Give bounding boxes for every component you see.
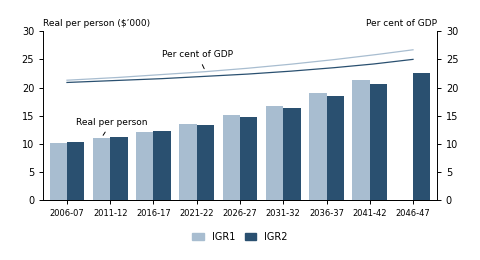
Bar [93, 138, 110, 200]
Text: Real per person: Real per person [76, 118, 147, 135]
Text: Per cent of GDP: Per cent of GDP [366, 19, 437, 28]
Bar [67, 142, 84, 200]
Bar [180, 124, 197, 200]
Bar [370, 84, 387, 200]
Bar [110, 137, 128, 200]
Bar [197, 125, 214, 200]
Bar [309, 93, 326, 200]
Bar [50, 143, 67, 200]
Bar [413, 73, 430, 200]
Bar [223, 115, 240, 200]
Bar [326, 96, 344, 200]
Bar [240, 117, 257, 200]
Bar [283, 108, 300, 200]
Text: Real per person ($’000): Real per person ($’000) [43, 19, 150, 28]
Legend: IGR1, IGR2: IGR1, IGR2 [188, 228, 292, 246]
Bar [352, 80, 370, 200]
Bar [154, 132, 171, 200]
Bar [266, 106, 283, 200]
Bar [136, 132, 154, 200]
Text: Per cent of GDP: Per cent of GDP [162, 50, 233, 69]
